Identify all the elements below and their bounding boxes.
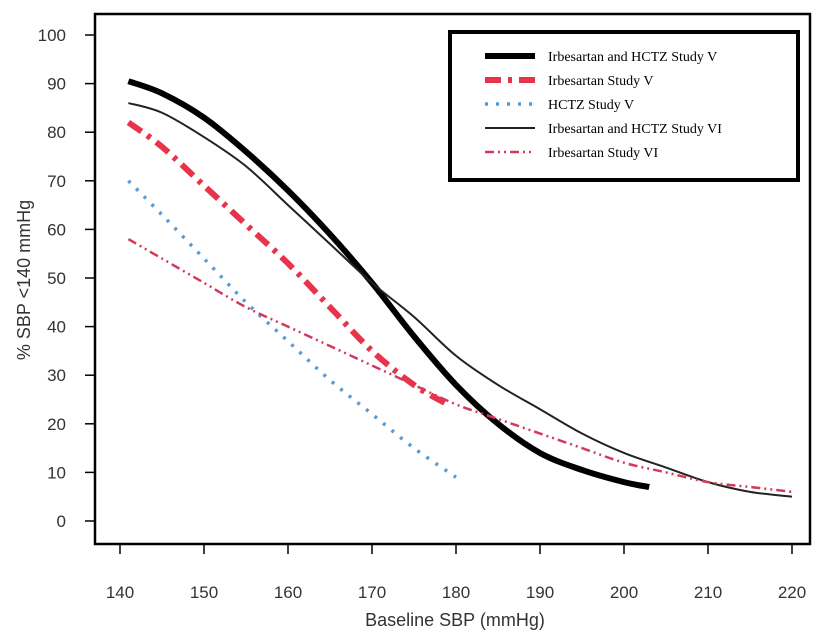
legend: Irbesartan and HCTZ Study V Irbesartan St… <box>448 30 800 182</box>
legend-label: Irbesartan and HCTZ Study V <box>548 50 717 65</box>
x-tick-label: 150 <box>190 583 218 602</box>
x-tick-label: 200 <box>610 583 638 602</box>
y-tick-label: 60 <box>47 220 66 239</box>
x-tick-label: 170 <box>358 583 386 602</box>
legend-label: Irbesartan and HCTZ Study VI <box>548 122 722 137</box>
series-line <box>126 120 450 407</box>
x-tick-label: 140 <box>106 583 134 602</box>
legend-label: HCTZ Study V <box>548 98 634 113</box>
series-lines <box>126 78 793 498</box>
y-tick-label: 40 <box>47 318 66 337</box>
y-tick-label: 70 <box>47 172 66 191</box>
x-axis-ticks: 140 150 160 170 180 190 200 210 220 <box>106 544 806 602</box>
x-tick-label: 180 <box>442 583 470 602</box>
plot-frame <box>93 12 812 546</box>
y-tick-label: 90 <box>47 75 66 94</box>
x-tick-label: 160 <box>274 583 302 602</box>
y-axis-title: % SBP <140 mmHg <box>14 200 34 360</box>
y-tick-label: 10 <box>47 463 66 482</box>
y-tick-label: 0 <box>57 512 66 531</box>
y-tick-label: 20 <box>47 415 66 434</box>
y-tick-label: 30 <box>47 366 66 385</box>
y-axis-ticks: 0 10 20 30 40 50 60 70 80 90 100 <box>38 26 95 531</box>
x-tick-label: 210 <box>694 583 722 602</box>
series-line <box>127 179 457 479</box>
y-tick-label: 50 <box>47 269 66 288</box>
x-tick-label: 220 <box>778 583 806 602</box>
legend-label: Irbesartan Study V <box>548 74 654 89</box>
series-line <box>128 102 793 498</box>
series-line <box>127 238 793 494</box>
legend-label: Irbesartan Study VI <box>548 146 658 161</box>
x-tick-label: 190 <box>526 583 554 602</box>
x-axis-title: Baseline SBP (mmHg) <box>365 610 545 630</box>
y-tick-label: 80 <box>47 123 66 142</box>
y-tick-label: 100 <box>38 26 66 45</box>
series-line <box>127 78 650 490</box>
